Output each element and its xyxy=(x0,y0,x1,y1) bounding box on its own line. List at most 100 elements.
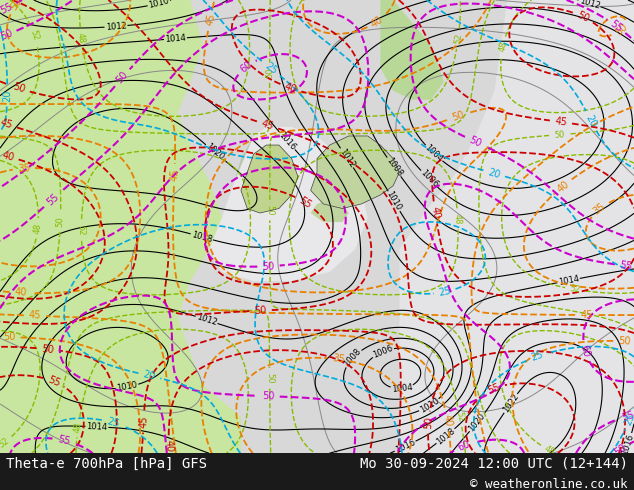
Text: Theta-e 700hPa [hPa] GFS: Theta-e 700hPa [hPa] GFS xyxy=(6,457,207,471)
Text: 60: 60 xyxy=(579,344,592,358)
Text: 45: 45 xyxy=(554,116,567,128)
Text: 1010: 1010 xyxy=(116,381,138,393)
Text: 40: 40 xyxy=(164,440,174,453)
Text: 1012: 1012 xyxy=(105,21,127,32)
Text: 45: 45 xyxy=(29,311,41,321)
Text: 35: 35 xyxy=(332,353,346,365)
Polygon shape xyxy=(311,136,399,209)
Polygon shape xyxy=(311,199,349,222)
Text: 55: 55 xyxy=(486,382,502,395)
Polygon shape xyxy=(380,0,444,100)
Text: 52: 52 xyxy=(455,411,465,423)
Text: 52: 52 xyxy=(0,436,11,450)
Text: 25: 25 xyxy=(529,350,545,364)
Text: 50: 50 xyxy=(612,442,628,458)
Text: 48: 48 xyxy=(76,32,86,43)
Text: 60: 60 xyxy=(456,439,472,453)
Text: 1004: 1004 xyxy=(423,143,444,164)
Text: 48: 48 xyxy=(73,421,84,433)
Text: 52: 52 xyxy=(569,284,581,295)
Text: 55: 55 xyxy=(46,374,61,389)
Text: 45: 45 xyxy=(260,118,275,132)
Text: 25: 25 xyxy=(437,286,452,298)
Text: 1022: 1022 xyxy=(501,392,521,415)
Polygon shape xyxy=(0,0,241,453)
Text: 50: 50 xyxy=(553,130,565,140)
Text: 25: 25 xyxy=(105,416,120,429)
Text: 40: 40 xyxy=(441,414,453,427)
Text: 60: 60 xyxy=(238,59,254,74)
Polygon shape xyxy=(209,127,368,281)
Text: 40: 40 xyxy=(15,288,27,298)
Text: 50: 50 xyxy=(56,216,65,227)
Text: 1006: 1006 xyxy=(372,343,394,360)
Text: 50: 50 xyxy=(576,10,591,24)
Text: 55: 55 xyxy=(44,192,60,207)
Text: 50: 50 xyxy=(11,82,27,95)
Text: 48: 48 xyxy=(543,444,557,457)
Text: 50: 50 xyxy=(262,391,275,401)
Text: 1018: 1018 xyxy=(190,230,213,244)
Text: 1010: 1010 xyxy=(385,190,403,213)
Text: 1010: 1010 xyxy=(418,396,441,415)
Text: 40: 40 xyxy=(283,81,298,95)
Text: 48: 48 xyxy=(33,222,43,234)
Text: 1016: 1016 xyxy=(394,438,417,455)
Text: 55: 55 xyxy=(297,195,313,210)
Polygon shape xyxy=(222,127,304,226)
Text: 40: 40 xyxy=(429,206,441,219)
Text: 50: 50 xyxy=(41,343,55,355)
Text: 50: 50 xyxy=(265,205,275,216)
Text: 1016: 1016 xyxy=(277,130,297,152)
Text: 25: 25 xyxy=(623,412,634,427)
Polygon shape xyxy=(399,0,634,453)
Text: 1008: 1008 xyxy=(342,347,363,369)
Text: 35: 35 xyxy=(592,201,607,217)
Text: 50: 50 xyxy=(467,134,483,149)
Text: 1004: 1004 xyxy=(391,383,413,394)
Text: 1010: 1010 xyxy=(148,0,170,10)
Text: 50: 50 xyxy=(8,0,23,12)
Text: 50: 50 xyxy=(613,22,629,37)
Text: 55: 55 xyxy=(609,19,624,34)
Text: 1008: 1008 xyxy=(384,156,404,178)
Text: 45: 45 xyxy=(580,310,593,320)
Text: 52: 52 xyxy=(453,33,463,45)
Text: © weatheronline.co.uk: © weatheronline.co.uk xyxy=(470,478,628,490)
Text: 20: 20 xyxy=(142,369,157,382)
Text: 1012: 1012 xyxy=(337,147,356,169)
Text: 35: 35 xyxy=(17,163,30,174)
Text: 20: 20 xyxy=(487,167,501,180)
Text: 50: 50 xyxy=(0,28,14,42)
Text: 45: 45 xyxy=(204,12,217,26)
Text: Mo 30-09-2024 12:00 UTC (12+144): Mo 30-09-2024 12:00 UTC (12+144) xyxy=(359,457,628,471)
Text: 1020: 1020 xyxy=(467,412,488,434)
Text: 50: 50 xyxy=(265,373,274,384)
Text: 50: 50 xyxy=(265,68,275,78)
Text: 1016: 1016 xyxy=(621,433,634,456)
Text: 1018: 1018 xyxy=(434,426,456,446)
Text: 52: 52 xyxy=(29,29,40,42)
Text: 20: 20 xyxy=(2,89,12,102)
Text: 40: 40 xyxy=(1,150,15,163)
Text: 1014: 1014 xyxy=(557,274,579,287)
Text: 25: 25 xyxy=(262,60,278,76)
Polygon shape xyxy=(0,0,241,453)
Text: 50: 50 xyxy=(618,336,631,346)
Text: 52: 52 xyxy=(77,225,86,236)
Text: 20: 20 xyxy=(584,113,598,129)
Text: 50: 50 xyxy=(115,70,130,86)
Text: 55: 55 xyxy=(56,434,71,447)
Text: 1020: 1020 xyxy=(204,142,226,162)
Text: 48: 48 xyxy=(498,41,508,53)
Text: 55: 55 xyxy=(0,1,14,16)
Polygon shape xyxy=(241,145,298,213)
Text: 50: 50 xyxy=(450,110,465,123)
Text: 1014: 1014 xyxy=(86,422,108,432)
Text: 40: 40 xyxy=(555,178,571,194)
Text: 1012: 1012 xyxy=(195,312,218,327)
Text: 55: 55 xyxy=(621,409,634,422)
Text: 45: 45 xyxy=(138,415,149,428)
Text: 1012: 1012 xyxy=(578,0,601,10)
Text: 45: 45 xyxy=(0,118,14,131)
